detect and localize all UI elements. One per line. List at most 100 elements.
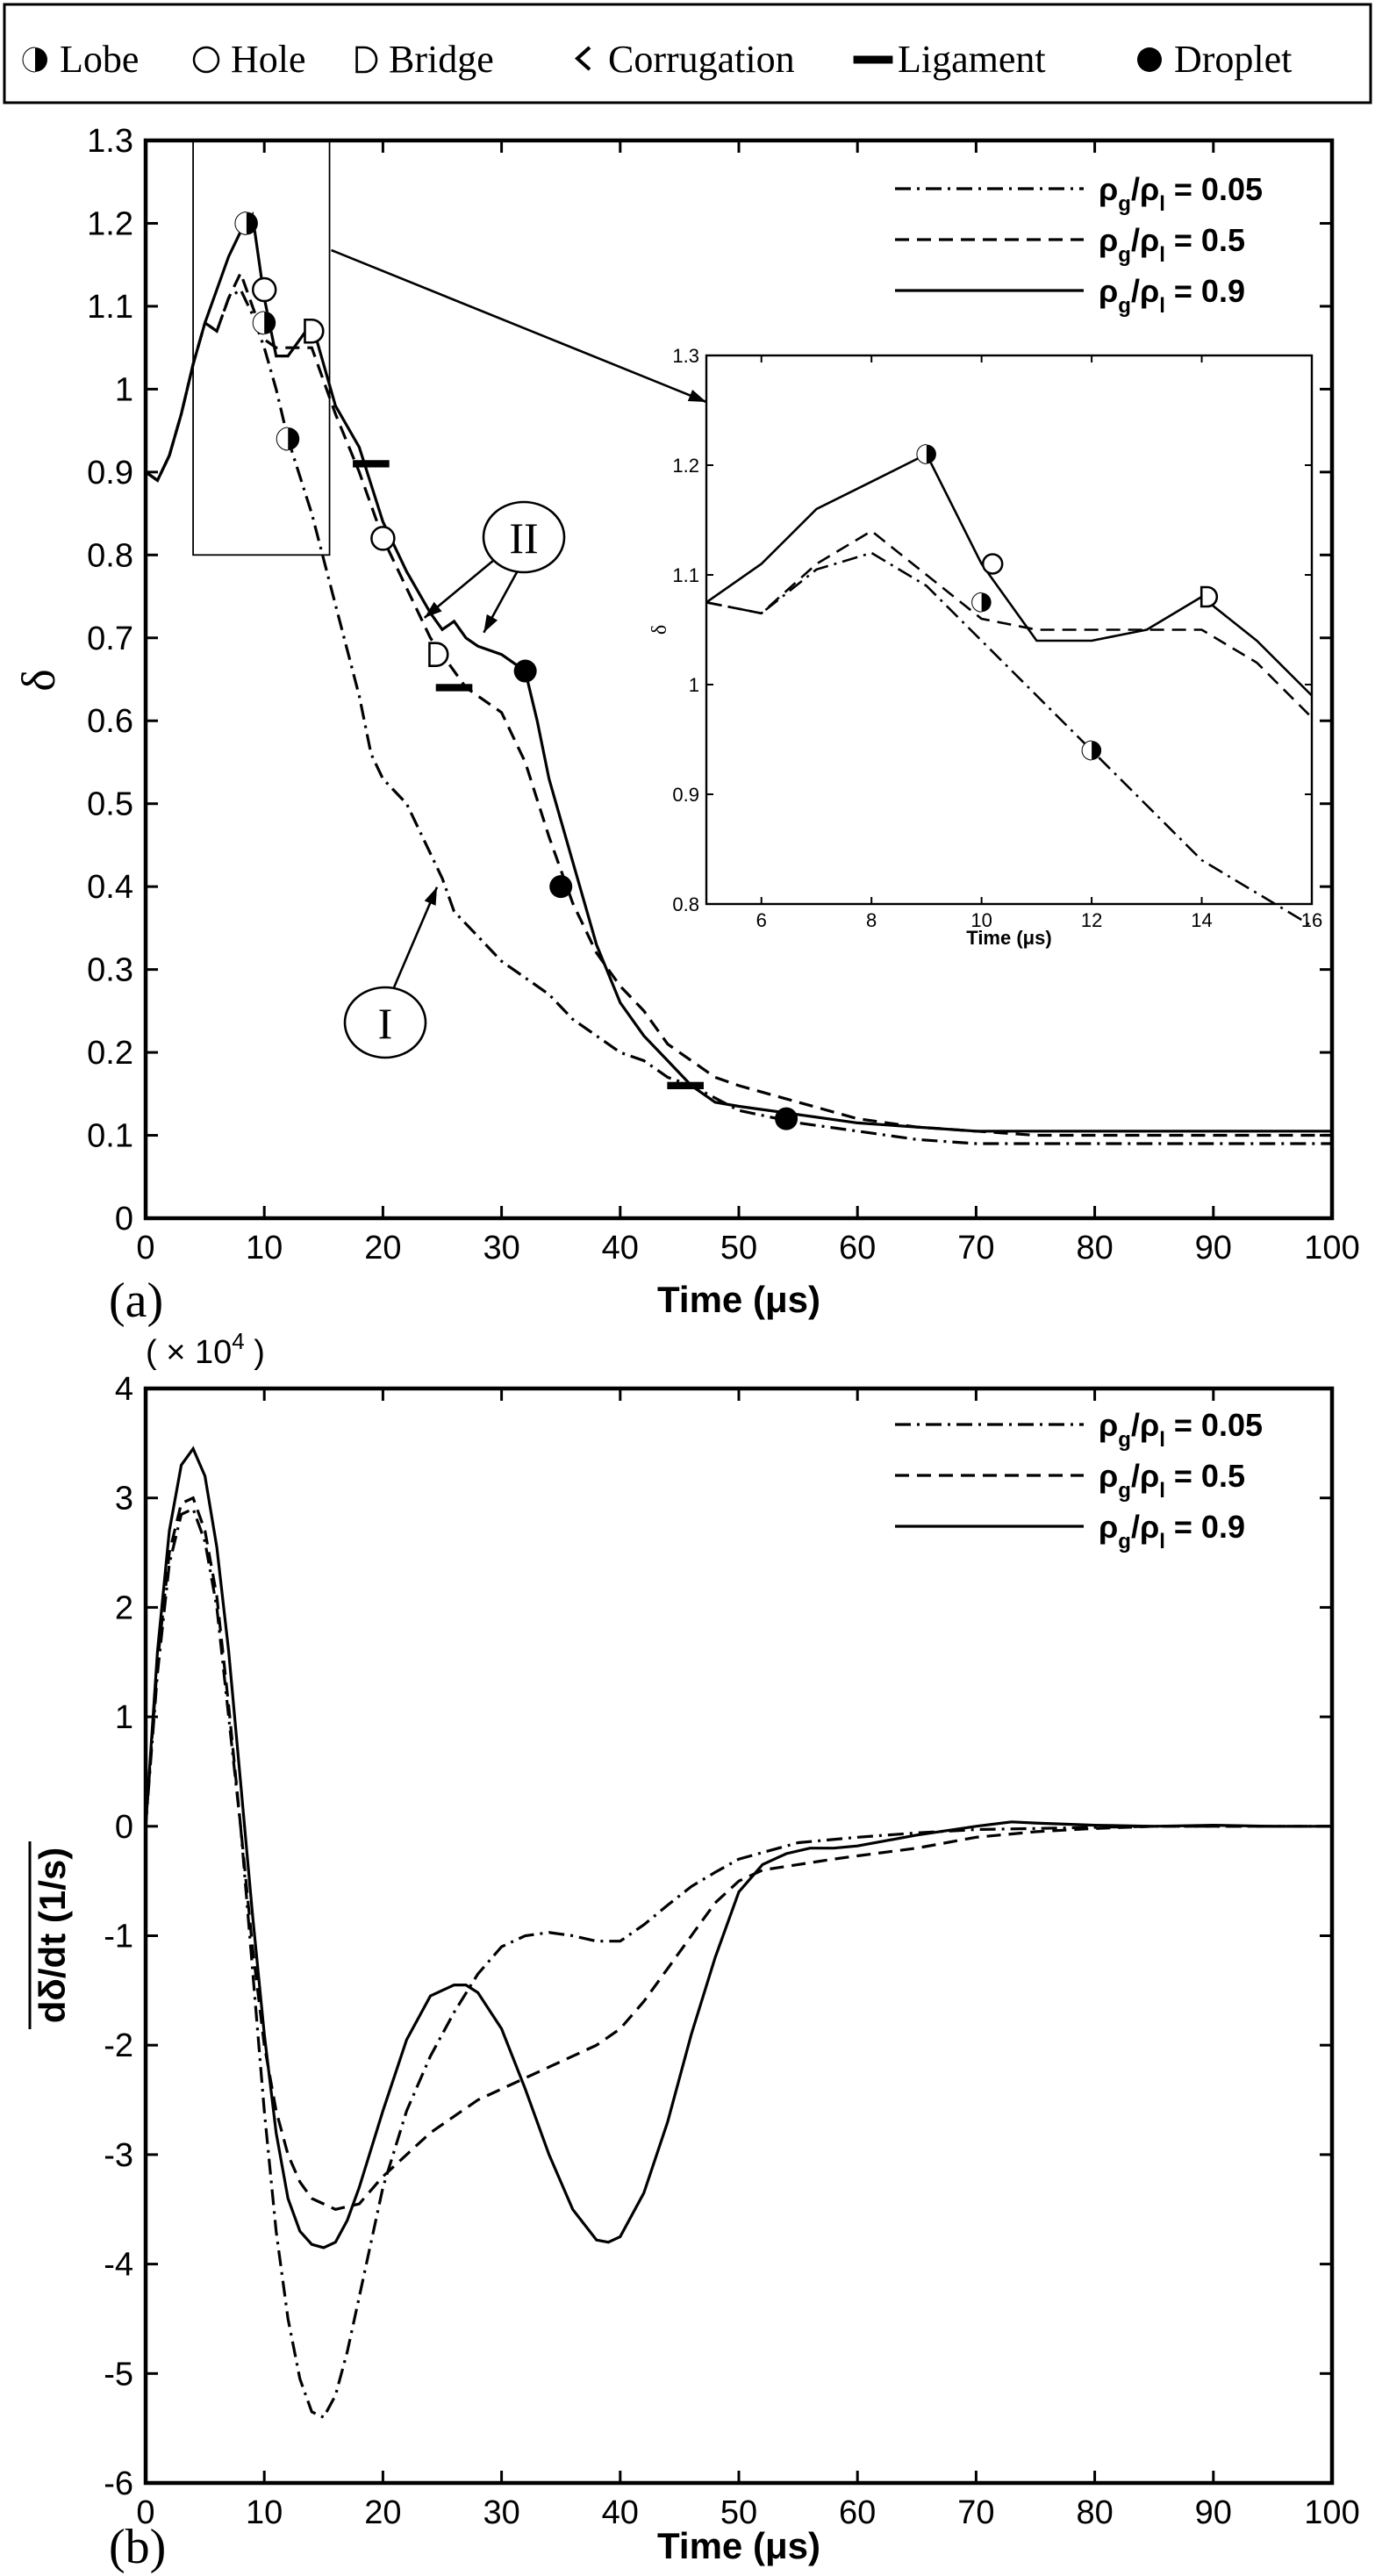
ligament-marker <box>435 684 473 692</box>
y-tick-label: 0.3 <box>87 952 133 989</box>
panel-b-scale-factor-base: ( × 10 <box>146 1334 232 1371</box>
x-tick-label: 30 <box>483 2494 519 2531</box>
series-line-r005 <box>705 551 1313 928</box>
panel-a-x-axis-title: Time (μs) <box>657 1279 820 1320</box>
y-tick-label: 1 <box>115 1699 133 1736</box>
legend-item-label: Bridge <box>389 38 494 81</box>
annotation-arrow <box>483 571 519 634</box>
x-tick-label: 16 <box>1301 909 1322 931</box>
y-tick-label: -2 <box>104 2027 133 2064</box>
x-tick-label: 100 <box>1304 1230 1359 1266</box>
panel-b-axes: 0 10 20 30 40 50 60 70 80 90 100 -6 -5 -4 -3 -2 -1 0 1 2 3 4 <box>104 1371 1360 2531</box>
panel-b-scale-factor: ( × 104 ) <box>146 1328 265 1371</box>
y-tick-label: 1.2 <box>672 455 699 477</box>
series-line-r05 <box>705 529 1313 719</box>
annotation-label: I <box>378 999 393 1048</box>
y-tick-label: 0 <box>115 1809 133 1846</box>
series-line-r05 <box>144 1496 1332 2211</box>
y-tick-label: 0.9 <box>87 455 133 492</box>
ligament-marker <box>667 1081 704 1090</box>
legend-row-r005: ρg/ρl = 0.05 <box>895 171 1263 216</box>
x-tick-label: 20 <box>364 1230 401 1266</box>
x-tick-label: 14 <box>1191 909 1212 931</box>
hole-marker <box>370 526 396 551</box>
annotation-I: I <box>343 886 439 1059</box>
panel-a-curves <box>145 211 1332 1145</box>
legend-item-label: Lobe <box>60 38 139 81</box>
annotation-circle <box>482 500 566 574</box>
x-tick-label: 100 <box>1304 2494 1359 2531</box>
y-tick-label: 0.9 <box>672 784 699 806</box>
legend-row-r05: ρg/ρl = 0.5 <box>895 1458 1245 1503</box>
droplet-icon <box>1137 47 1162 72</box>
y-tick-label: 2 <box>115 1589 133 1626</box>
inset-y-axis-title: δ <box>648 625 671 635</box>
y-tick-label: -4 <box>104 2247 133 2284</box>
panel-b-curves <box>144 1446 1332 2420</box>
legend-item-label: Droplet <box>1174 38 1292 81</box>
droplet-marker <box>513 659 537 683</box>
panel-b-label: (b) <box>109 2520 166 2574</box>
panel-a-series-legend: ρg/ρl = 0.05 ρg/ρl = 0.5 ρg/ρl = 0.9 <box>895 171 1263 318</box>
x-tick-label: 60 <box>839 1230 876 1266</box>
y-tick-label: 3 <box>115 1481 133 1518</box>
y-tick-label: -3 <box>104 2137 133 2174</box>
legend-item-lobe: Lobe <box>22 38 139 81</box>
panel-b-x-axis-title: Time (μs) <box>657 2525 820 2566</box>
legend-row-r005: ρg/ρl = 0.05 <box>895 1407 1263 1452</box>
panel-b-plot-frame <box>143 1386 1335 2486</box>
x-tick-label: 0 <box>136 1230 154 1266</box>
panel-a-y-axis-title: δ <box>12 669 65 691</box>
y-tick-label: 1.1 <box>87 289 133 326</box>
legend-row-r09: ρg/ρl = 0.9 <box>895 273 1245 318</box>
hole-marker <box>981 553 1004 575</box>
annotation-arrow <box>423 559 495 619</box>
x-tick-label: 8 <box>866 909 877 931</box>
panel-b-y-axis-title: dδ/dt (1/s) <box>28 1841 73 2029</box>
x-tick-label: 90 <box>1195 1230 1232 1266</box>
droplet-marker <box>549 875 573 899</box>
legend-label: ρg/ρl = 0.9 <box>1099 273 1245 318</box>
legend-item-label: Corrugation <box>608 38 795 81</box>
bridge-marker <box>1200 585 1219 608</box>
panel-b-series-legend: ρg/ρl = 0.05 ρg/ρl = 0.5 ρg/ρl = 0.9 <box>895 1407 1263 1553</box>
y-tick-label: 1.3 <box>87 123 133 160</box>
x-tick-label: 40 <box>602 2494 639 2531</box>
x-tick-label: 60 <box>839 2494 876 2531</box>
series-line-r09 <box>145 211 1332 1133</box>
legend-item-droplet: Droplet <box>1137 38 1292 81</box>
y-tick-label: 0.4 <box>87 869 133 906</box>
legend-item-label: Hole <box>231 38 306 81</box>
series-line-r09 <box>144 1446 1332 2250</box>
x-tick-label: 12 <box>1081 909 1102 931</box>
panel-a-inset: 6 8 10 12 14 16 0.8 0.9 1 1.1 1.2 1.3 Time (μs) δ <box>648 345 1322 949</box>
y-tick-label: 0.2 <box>87 1035 133 1072</box>
legend-row-r09: ρg/ρl = 0.9 <box>895 1509 1245 1553</box>
panel-a-annotations: III <box>343 500 566 1059</box>
panel-a-label: (a) <box>109 1274 163 1328</box>
legend-row-r05: ρg/ρl = 0.5 <box>895 222 1245 267</box>
annotation-II: II <box>423 500 566 634</box>
panel-b-scale-factor-exponent: 4 <box>232 1328 244 1354</box>
ligament-marker <box>353 460 390 468</box>
annotation-label: II <box>509 513 538 563</box>
y-tick-label: 1 <box>115 371 133 408</box>
legend-label: ρg/ρl = 0.05 <box>1099 171 1263 216</box>
legend-label: ρg/ρl = 0.5 <box>1099 222 1245 267</box>
lobe-marker <box>276 427 300 451</box>
x-tick-label: 0 <box>136 2494 154 2531</box>
series-line-r005 <box>144 1507 1332 2420</box>
symbol-legend: Lobe Hole Bridge Corrugation Ligament Droplet <box>3 3 1372 104</box>
y-tick-label: 0.8 <box>672 893 699 915</box>
corrugation-icon <box>575 46 591 71</box>
y-tick-label: 0.6 <box>87 703 133 740</box>
x-tick-label: 10 <box>970 909 992 931</box>
x-tick-label: 6 <box>756 909 767 931</box>
zoom-pointer-arrow <box>331 248 707 404</box>
legend-item-bridge: Bridge <box>355 38 494 81</box>
legend-label: ρg/ρl = 0.5 <box>1099 1458 1245 1503</box>
y-tick-label: -5 <box>104 2356 133 2393</box>
hole-marker <box>251 276 277 303</box>
panel-a: 0 10 20 30 40 50 60 70 80 90 100 0 0.1 0.2 0.3 0.4 0.5 0.… <box>12 123 1360 1328</box>
legend-item-label: Ligament <box>898 38 1046 81</box>
